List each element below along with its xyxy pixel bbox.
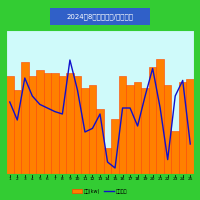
Bar (186, 79, 194, 174)
Bar (119, 76, 126, 174)
Bar (156, 59, 164, 174)
Legend: 発電(kw), 日照時間: 発電(kw), 日照時間 (71, 187, 129, 196)
Bar (66, 73, 74, 174)
Bar (89, 85, 96, 174)
Bar (164, 85, 171, 174)
Bar (29, 76, 36, 174)
Bar (134, 82, 141, 174)
Bar (96, 109, 104, 174)
Bar (59, 76, 66, 174)
Bar (141, 88, 149, 174)
Bar (44, 73, 51, 174)
Bar (179, 82, 186, 174)
Bar (111, 119, 119, 174)
Bar (51, 73, 59, 174)
Bar (14, 90, 21, 174)
Bar (171, 131, 179, 174)
Bar (126, 85, 134, 174)
Bar (6, 76, 14, 174)
Bar (21, 62, 29, 174)
Text: 2024年8月　発電量/日照時間: 2024年8月 発電量/日照時間 (66, 13, 134, 20)
Bar (104, 148, 111, 174)
Bar (81, 88, 89, 174)
Bar (149, 67, 156, 174)
Bar (36, 70, 44, 174)
Bar (74, 76, 81, 174)
